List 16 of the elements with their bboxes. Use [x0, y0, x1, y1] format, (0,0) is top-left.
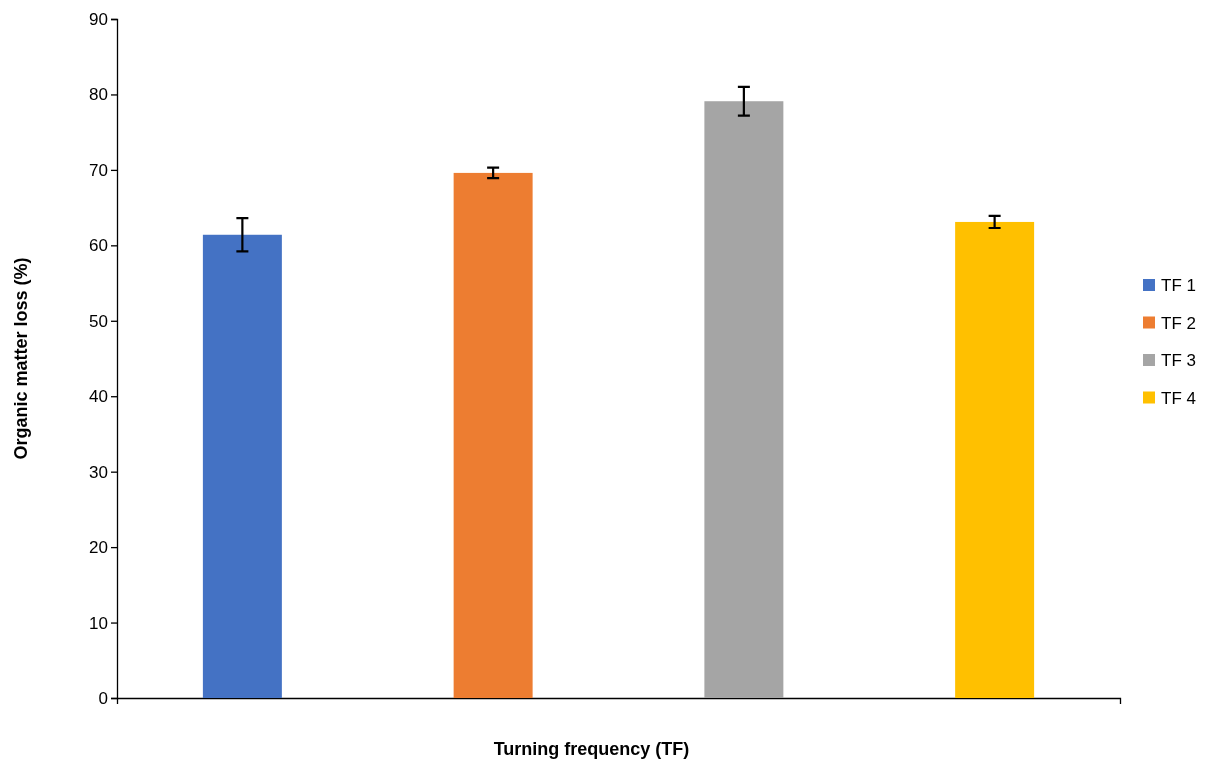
y-tick-label: 0	[98, 688, 108, 708]
y-tick-label: 20	[89, 538, 108, 558]
y-axis-title: Organic matter loss (%)	[11, 257, 31, 460]
y-tick-label: 70	[89, 160, 108, 180]
y-tick-label: 90	[89, 9, 108, 29]
legend-label: TF 3	[1161, 351, 1196, 370]
legend-label: TF 4	[1161, 388, 1196, 408]
y-tick-label: 30	[89, 462, 108, 482]
legend-label: TF 1	[1161, 276, 1196, 295]
y-tick-label: 50	[89, 311, 108, 331]
y-tick-label: 60	[89, 236, 108, 256]
x-axis-title: Turning frequency (TF)	[493, 739, 690, 759]
y-tick-label: 10	[89, 613, 108, 633]
y-tick-label: 80	[89, 85, 108, 105]
y-tick-label: 40	[89, 387, 108, 407]
legend-label: TF 2	[1161, 313, 1196, 333]
